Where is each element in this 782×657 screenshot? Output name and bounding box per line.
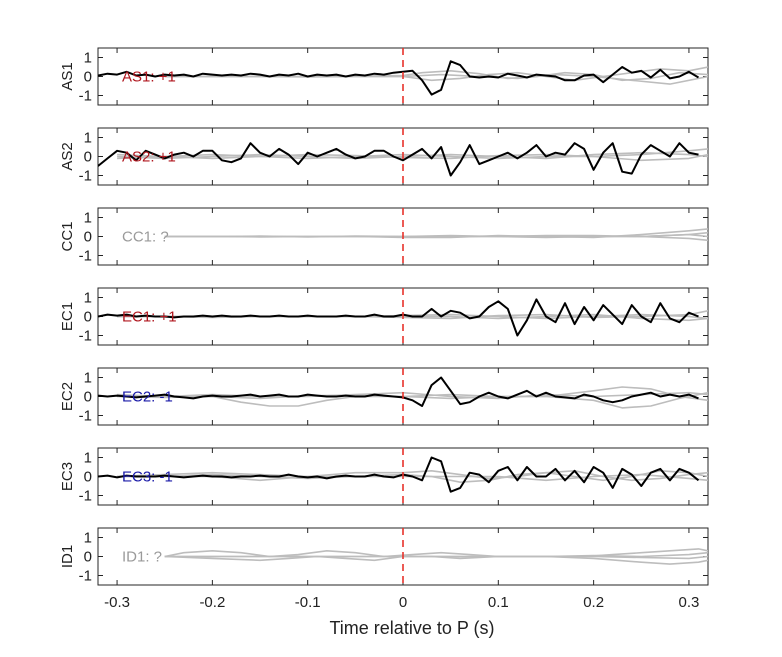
gray-trace [117,313,708,322]
primary-trace [98,456,700,493]
y-axis-label: ID1 [59,545,76,568]
x-tick-label: 0.1 [488,594,509,611]
gray-trace [164,555,708,560]
primary-trace [98,60,700,96]
plot-area [98,142,708,177]
y-tick-label: 1 [84,450,92,467]
y-axis-label: AS2 [59,142,76,170]
gray-trace [164,233,708,238]
y-axis-label: EC1 [59,302,76,331]
y-tick-label: 0 [84,149,92,166]
x-tick-label: 0.3 [679,594,700,611]
polarity-annotation: ID1: ? [122,549,162,566]
y-axis-label: CC1 [59,221,76,251]
y-tick-label: 1 [84,210,92,227]
y-tick-label: -1 [79,248,92,265]
x-tick-label: 0.2 [583,594,604,611]
y-tick-label: 0 [84,229,92,246]
x-axis-label: Time relative to P (s) [329,618,494,638]
plot-area [164,548,708,565]
y-axis-label: EC2 [59,382,76,411]
primary-trace [98,142,699,177]
polarity-annotation: EC2: -1 [122,389,173,406]
plot-area [164,228,708,242]
y-tick-label: -1 [79,408,92,425]
y-tick-label: -1 [79,88,92,105]
polarity-annotation: EC1: +1 [122,309,177,326]
y-tick-label: -1 [79,488,92,505]
polarity-annotation: EC3: -1 [122,469,173,486]
y-axis-label: EC3 [59,462,76,491]
plot-area [98,60,708,96]
plot-area [98,456,708,493]
y-tick-label: -1 [79,328,92,345]
x-tick-label: -0.2 [199,594,225,611]
y-tick-label: 1 [84,370,92,387]
y-axis-label: AS1 [59,62,76,90]
primary-trace [98,376,699,407]
y-tick-label: 1 [84,130,92,147]
polarity-annotation: AS1: +1 [122,69,176,86]
primary-trace [98,298,699,337]
y-tick-label: 1 [84,50,92,67]
y-tick-label: 1 [84,290,92,307]
x-tick-label: -0.1 [295,594,321,611]
polarity-annotation: CC1: ? [122,229,169,246]
y-tick-label: 0 [84,309,92,326]
gray-trace [117,153,708,162]
polarity-annotation: AS2: +1 [122,149,176,166]
y-tick-label: 0 [84,469,92,486]
y-tick-label: -1 [79,568,92,585]
y-tick-label: -1 [79,168,92,185]
y-tick-label: 0 [84,389,92,406]
gray-trace [164,548,708,558]
y-tick-label: 0 [84,69,92,86]
y-tick-label: 0 [84,549,92,566]
y-tick-label: 1 [84,530,92,547]
plot-area [98,298,708,337]
x-tick-label: -0.3 [104,594,130,611]
x-tick-label: 0 [399,594,407,611]
